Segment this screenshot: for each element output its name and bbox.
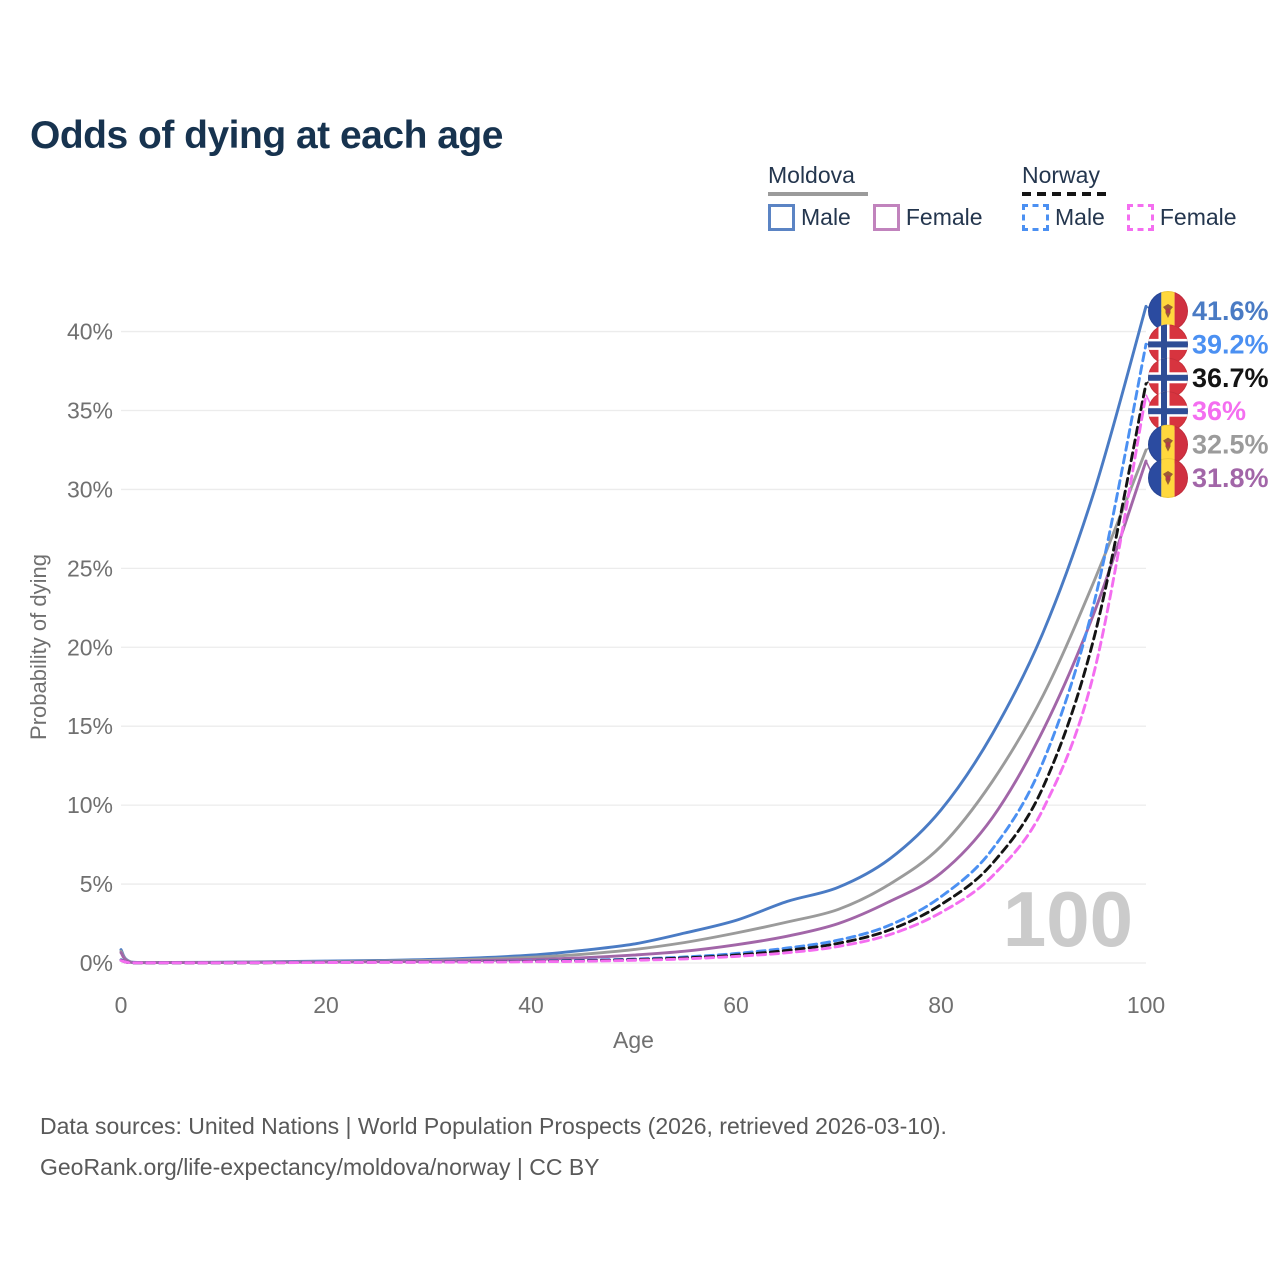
- y-axis-title: Probability of dying: [26, 554, 51, 740]
- legend-moldova-title: Moldova: [768, 162, 1005, 196]
- moldova-flag-icon: [1148, 291, 1188, 331]
- legend-norway-title: Norway: [1022, 162, 1259, 196]
- legend-norway-label: Norway: [1022, 162, 1100, 188]
- page-title: Odds of dying at each age: [30, 114, 503, 158]
- moldova-flag-icon: [1148, 458, 1188, 498]
- x-tick-label: 80: [928, 992, 954, 1018]
- legend-group-moldova: Moldova Male Female: [768, 162, 1005, 231]
- legend-label-norway-female[interactable]: Female: [1159, 204, 1237, 230]
- footer: Data sources: United Nations | World Pop…: [40, 1106, 947, 1188]
- legend-checkbox-moldova-female[interactable]: [872, 204, 900, 231]
- series-line-moldova-female: [119, 459, 1148, 965]
- footer-sources: Data sources: United Nations | World Pop…: [40, 1113, 947, 1139]
- norway-flag-icon: [1148, 324, 1188, 365]
- norway-line-sample: [1022, 192, 1106, 196]
- moldova-line-sample: [768, 192, 868, 196]
- end-label-norway-male: 39.2%: [1192, 329, 1269, 359]
- y-tick-label: 5%: [80, 871, 113, 897]
- y-tick-label: 10%: [67, 792, 113, 818]
- x-tick-label: 40: [518, 992, 544, 1018]
- series-line-norway-female: [119, 393, 1148, 965]
- end-label-moldova-female: 31.8%: [1192, 463, 1269, 493]
- x-tick-label: 0: [115, 992, 128, 1018]
- y-tick-label: 15%: [67, 713, 113, 739]
- footer-url: GeoRank.org/life-expectancy/moldova/norw…: [40, 1154, 600, 1180]
- x-tick-label: 20: [313, 992, 339, 1018]
- end-label-moldova-male: 41.6%: [1192, 296, 1269, 326]
- y-tick-label: 25%: [67, 555, 113, 581]
- y-tick-label: 35%: [67, 397, 113, 423]
- norway-flag-icon: [1148, 391, 1188, 432]
- legend-moldova-label: Moldova: [768, 162, 855, 188]
- end-label-norway-both-sexes: 36.7%: [1192, 363, 1269, 393]
- series-line-moldova-male: [119, 304, 1148, 965]
- legend-group-norway: Norway Male Female: [1022, 162, 1259, 231]
- legend-checkbox-moldova-male[interactable]: [768, 204, 795, 231]
- legend-checkbox-norway-male[interactable]: [1022, 204, 1049, 231]
- legend-label-moldova-male[interactable]: Male: [801, 204, 851, 230]
- y-tick-label: 30%: [67, 476, 113, 502]
- moldova-flag-icon: [1148, 424, 1188, 465]
- y-tick-label: 0%: [80, 950, 113, 976]
- legend-label-moldova-female[interactable]: Female: [905, 204, 983, 230]
- norway-flag-icon: [1148, 357, 1188, 398]
- end-label-moldova-both-sexes: 32.5%: [1192, 430, 1269, 460]
- age-watermark: 100: [1003, 875, 1133, 963]
- series-line-norway-male: [119, 342, 1148, 965]
- x-tick-label: 60: [723, 992, 749, 1018]
- end-label-norway-female: 36%: [1192, 396, 1246, 426]
- y-tick-label: 20%: [67, 634, 113, 660]
- y-tick-label: 40%: [67, 319, 113, 345]
- x-axis-title: Age: [613, 1027, 654, 1053]
- legend-label-norway-male[interactable]: Male: [1055, 204, 1105, 230]
- legend-checkbox-norway-female[interactable]: [1126, 204, 1154, 231]
- x-tick-label: 100: [1127, 992, 1165, 1018]
- series-line-moldova-both-sexes: [119, 448, 1148, 965]
